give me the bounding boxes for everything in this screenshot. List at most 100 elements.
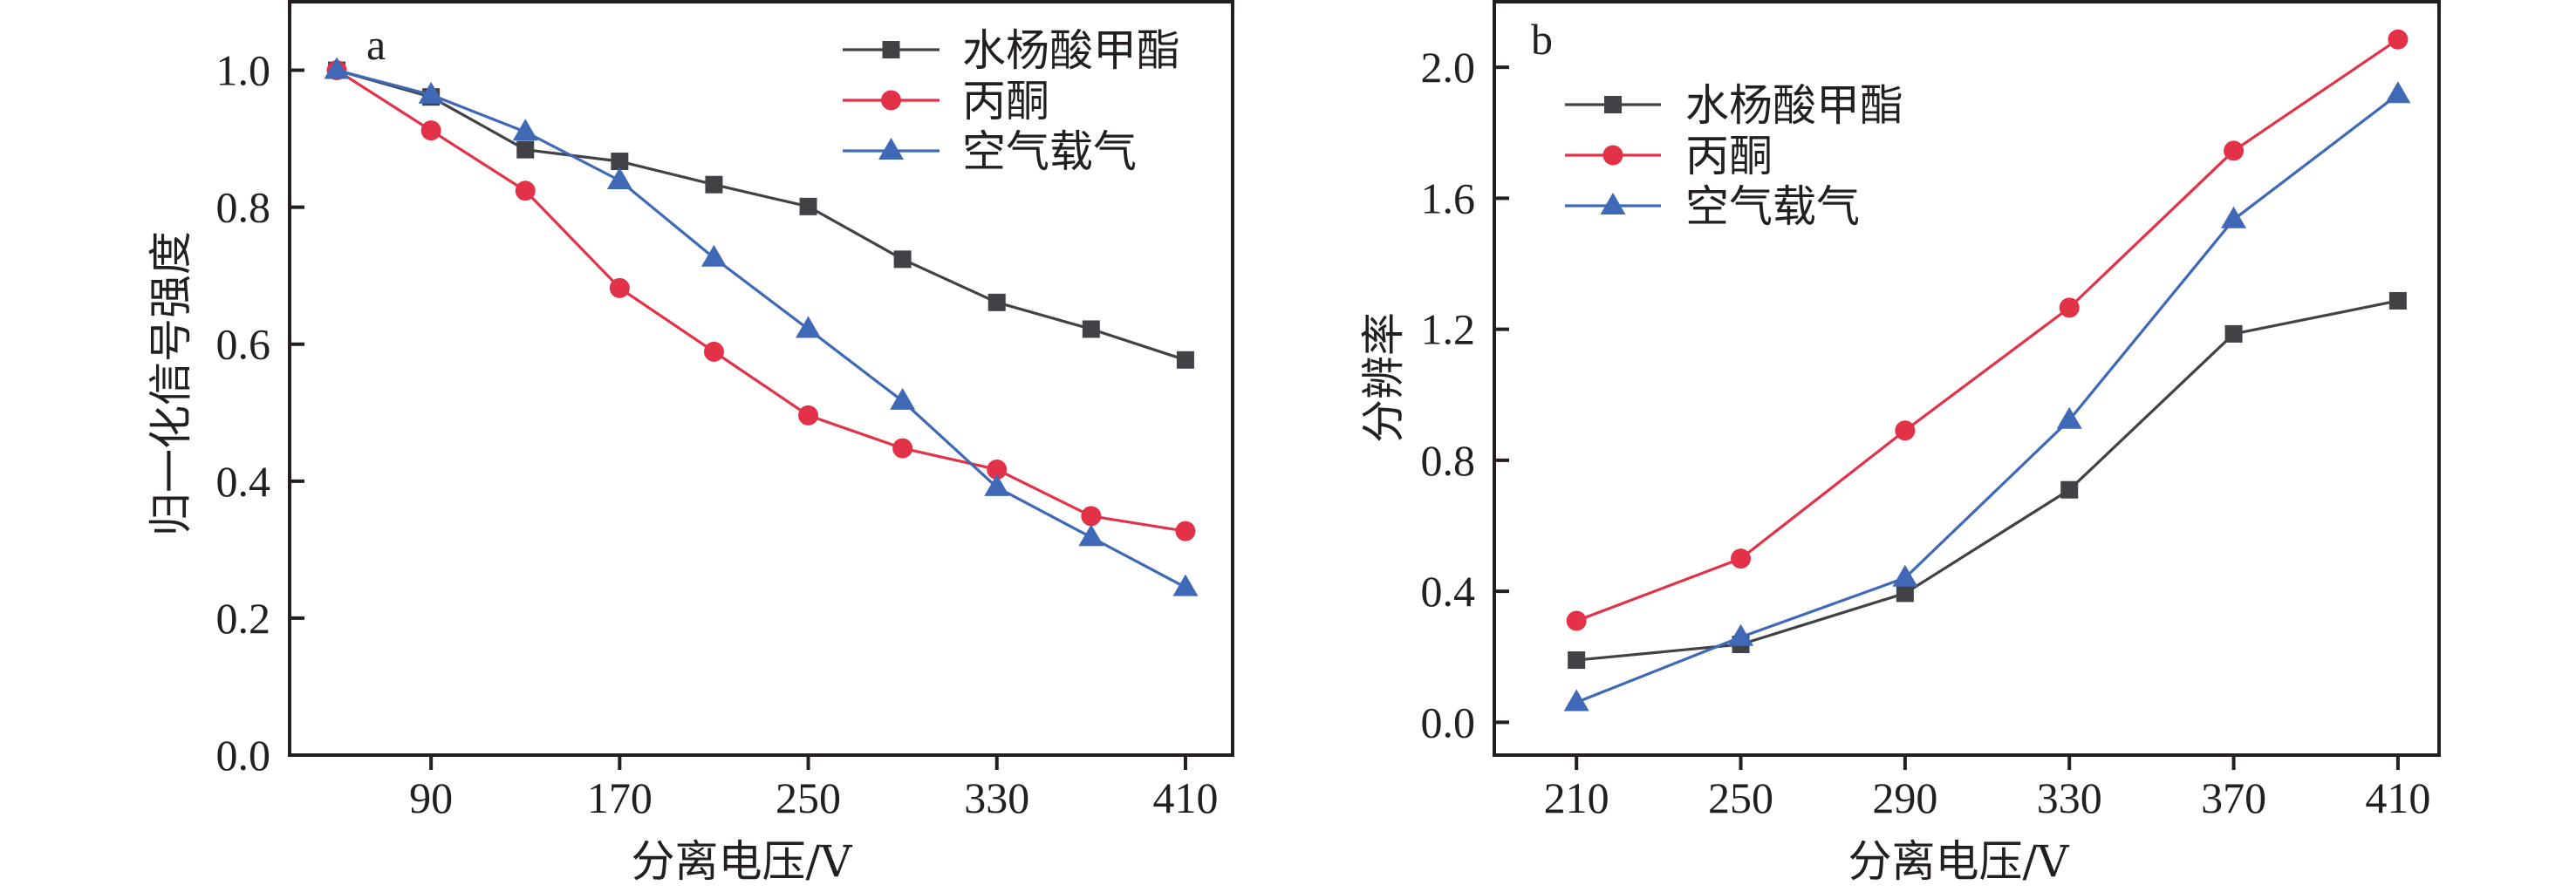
data-point xyxy=(418,81,444,104)
data-point xyxy=(1175,521,1196,541)
series-line xyxy=(336,69,1186,533)
legend-item: 丙酮 xyxy=(843,76,1049,126)
y-tick-label: 1.6 xyxy=(1421,174,1476,222)
x-ticks-a: 90 170 250 330 410 xyxy=(409,755,1218,822)
legend-item: 水杨酸甲酯 xyxy=(1565,80,1903,131)
data-point xyxy=(987,293,1006,311)
series-layer-a xyxy=(324,57,1199,596)
x-tick-label: 330 xyxy=(2037,773,2102,822)
data-point xyxy=(2388,291,2407,310)
legend-circle-icon xyxy=(881,90,901,111)
x-axis-label-b: 分离电压/V xyxy=(1848,836,2070,887)
y-tick-label: 0.2 xyxy=(216,594,271,643)
series-line xyxy=(1575,93,2399,705)
data-point xyxy=(705,175,723,194)
data-point xyxy=(1731,548,1752,569)
panel-label-a: a xyxy=(366,20,386,69)
series-square xyxy=(328,61,1194,369)
y-tick-label: 2.0 xyxy=(1421,43,1476,92)
data-point xyxy=(892,438,913,459)
x-tick-label: 170 xyxy=(587,773,653,822)
data-point xyxy=(324,57,350,79)
series-circle xyxy=(1566,29,2409,631)
y-axis-label-a: 归一化信号强度 xyxy=(146,231,196,536)
data-point xyxy=(1568,651,1586,670)
x-tick-label: 410 xyxy=(1152,773,1218,822)
legend-item: 空气载气 xyxy=(1565,181,1860,232)
data-point xyxy=(611,153,629,171)
legend-item: 丙酮 xyxy=(1565,131,1773,181)
y-tick-label: 0.8 xyxy=(216,183,271,232)
chart-panel-a: 90 170 250 330 410 0.0 0.2 0.4 0.6 0.8 1.0 a 分离电压… xyxy=(146,0,1234,887)
x-axis-label-a: 分离电压/V xyxy=(632,836,853,887)
data-point xyxy=(703,341,724,362)
data-point xyxy=(2060,480,2079,499)
data-point xyxy=(798,405,819,426)
data-point xyxy=(984,473,1010,496)
series-layer-b xyxy=(1563,29,2411,712)
chart-panel-b: 210 250 290 330 370 410 0.00.40.81.21.62.0 b … xyxy=(1358,0,2441,887)
data-point xyxy=(2224,140,2245,161)
legend-item: 空气载气 xyxy=(843,126,1137,177)
legend-label: 水杨酸甲酯 xyxy=(962,25,1180,76)
series-circle xyxy=(326,60,1196,541)
y-tick-label: 0.4 xyxy=(216,457,271,506)
legend-triangle-icon xyxy=(1600,193,1626,214)
y-tick-label: 1.2 xyxy=(1421,305,1476,354)
x-tick-label: 250 xyxy=(776,773,841,822)
data-point xyxy=(1172,574,1199,596)
data-point xyxy=(1563,689,1589,712)
data-point xyxy=(1082,320,1100,338)
x-tick-label: 330 xyxy=(964,773,1029,822)
data-point xyxy=(2224,324,2243,343)
data-point xyxy=(890,387,916,410)
data-point xyxy=(2059,297,2080,318)
data-point xyxy=(1081,506,1102,527)
series-triangle xyxy=(1563,81,2411,712)
data-point xyxy=(893,250,912,269)
y-axis-label-b: 分辨率 xyxy=(1358,312,1409,443)
legend-item: 水杨酸甲酯 xyxy=(843,25,1180,76)
x-tick-label: 290 xyxy=(1872,773,1937,822)
y-ticks-a: 0.0 0.2 0.4 0.6 0.8 1.0 xyxy=(216,46,304,780)
y-tick-label: 0.0 xyxy=(1421,698,1476,746)
legend-label: 丙酮 xyxy=(962,76,1049,126)
data-point xyxy=(700,244,727,267)
legend-circle-icon xyxy=(1602,145,1623,166)
series-line xyxy=(1576,299,2399,662)
data-point xyxy=(799,197,817,215)
x-ticks-b: 210 250 290 330 370 410 xyxy=(1544,755,2430,822)
plot-frame-a xyxy=(288,0,1234,757)
panel-label-b: b xyxy=(1531,15,1553,64)
y-tick-label: 0.6 xyxy=(216,320,271,369)
data-point xyxy=(1078,524,1104,547)
legend-label: 空气载气 xyxy=(962,126,1137,177)
data-point xyxy=(1896,584,1914,603)
x-tick-label: 370 xyxy=(2201,773,2266,822)
data-point xyxy=(609,277,630,298)
data-point xyxy=(1566,610,1587,631)
data-point xyxy=(1176,351,1194,369)
data-point xyxy=(512,119,538,141)
legend-label: 丙酮 xyxy=(1685,131,1773,181)
y-tick-label: 0.4 xyxy=(1421,567,1476,616)
legend-square-icon xyxy=(882,41,900,58)
x-tick-label: 210 xyxy=(1544,773,1609,822)
legend-label: 空气载气 xyxy=(1685,181,1860,232)
data-point xyxy=(987,459,1008,480)
y-tick-label: 0.0 xyxy=(216,731,271,780)
data-point xyxy=(1895,420,1916,441)
x-tick-label: 410 xyxy=(2365,773,2430,822)
data-point xyxy=(2385,81,2411,104)
data-point xyxy=(2221,206,2247,228)
series-square xyxy=(1568,291,2407,670)
series-line xyxy=(336,69,1186,362)
legend-square-icon xyxy=(1604,96,1622,113)
data-point xyxy=(606,167,632,190)
plot-frame-b xyxy=(1493,0,2441,757)
data-point xyxy=(1892,564,1918,587)
data-point xyxy=(2056,406,2082,429)
